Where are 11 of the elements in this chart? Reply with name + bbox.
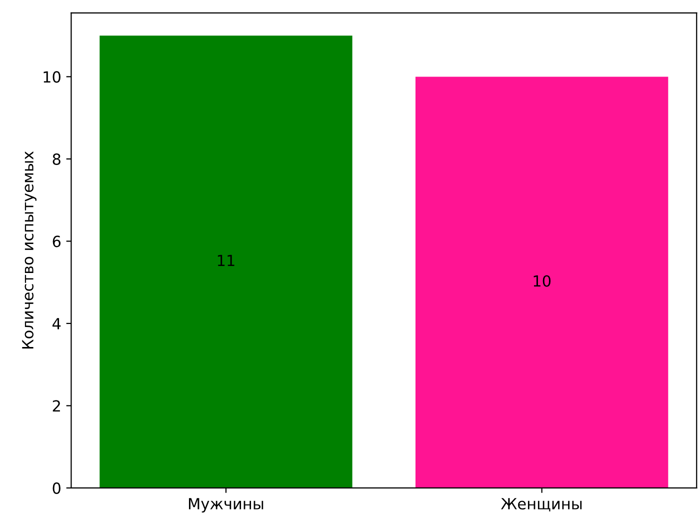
y-tick-label: 8 — [52, 153, 60, 165]
y-tick-label: 6 — [52, 236, 61, 248]
y-tick-label: 2 — [52, 400, 60, 412]
y-tick-label: 10 — [44, 71, 60, 83]
data-label: 10 — [534, 275, 551, 287]
y-axis-title: Количество испытуемых — [22, 151, 36, 349]
y-tick-label: 0 — [52, 482, 60, 494]
x-tick-label: Мужчины — [188, 498, 264, 512]
x-tick-label: Женщины — [501, 498, 582, 512]
data-label: 11 — [218, 254, 234, 266]
y-tick-label: 4 — [52, 318, 61, 330]
